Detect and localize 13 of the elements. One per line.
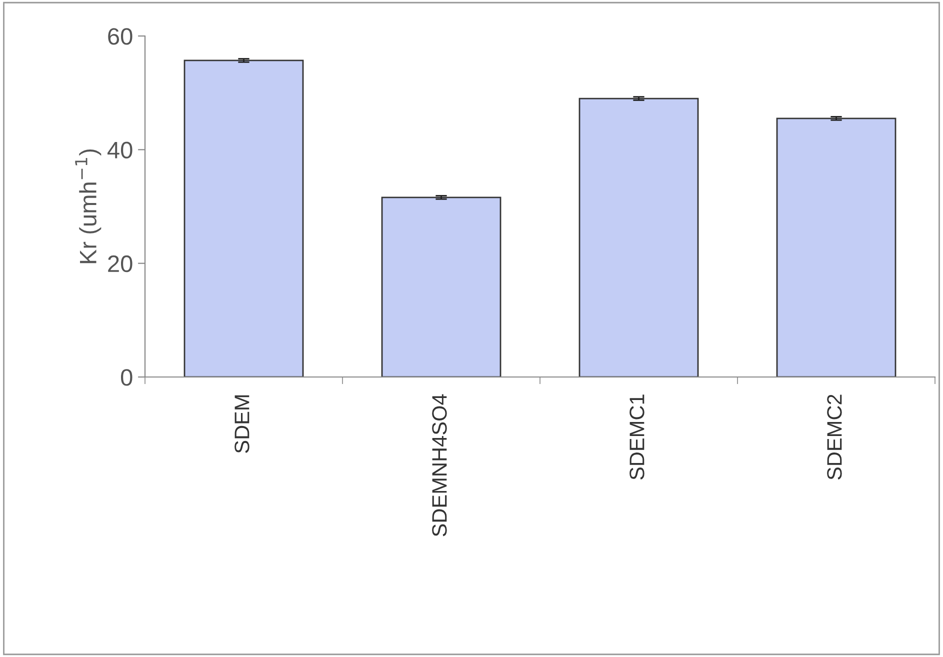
y-tick-label: 0: [120, 369, 132, 386]
x-tick-label: SDEMNH4SO4: [432, 394, 447, 536]
x-tick-label: SDEMC2: [827, 394, 842, 480]
y-axis-title: Kr (umh$^{−1}$): [75, 149, 102, 264]
bar: [578, 98, 699, 377]
y-tick-label: 20: [108, 255, 132, 272]
x-tick-label: SDEMC1: [630, 394, 644, 480]
y-tick-label: 60: [108, 28, 132, 45]
x-tick-label: SDEM: [234, 395, 250, 453]
bar: [776, 118, 896, 377]
y-tick-label: 40: [107, 142, 132, 158]
bar: [184, 60, 304, 377]
bar: [381, 196, 502, 377]
